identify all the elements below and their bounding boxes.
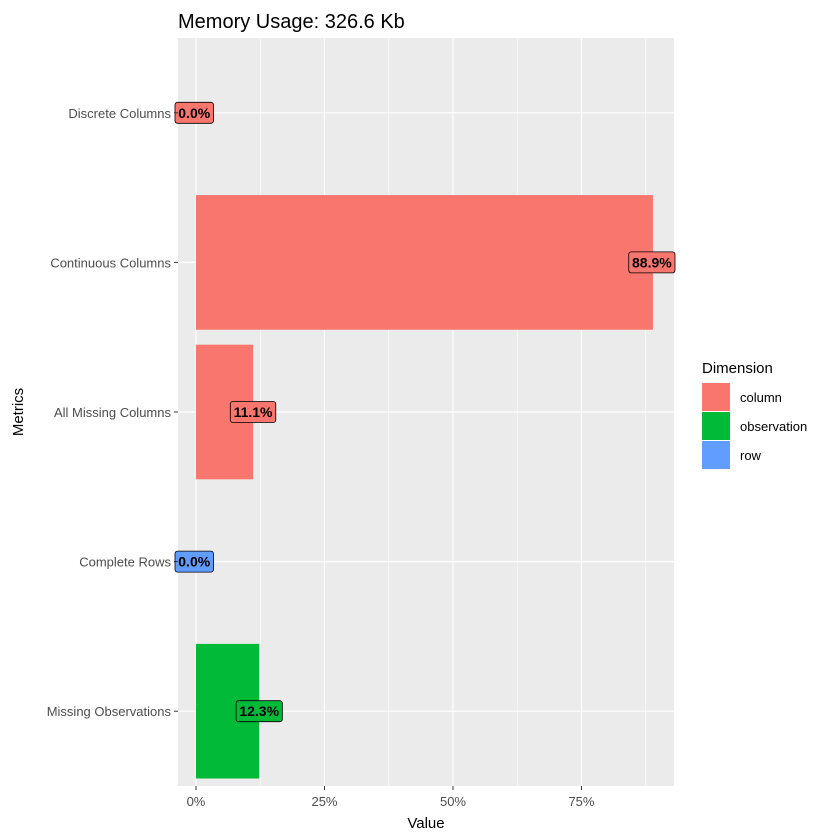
legend-items: column observation row bbox=[702, 383, 807, 469]
data-label-box bbox=[229, 401, 277, 423]
data-label: 0.0% bbox=[174, 101, 214, 124]
y-tick-label: Missing Observations bbox=[47, 704, 172, 719]
chart-title: Memory Usage: 326.6 Kb bbox=[178, 11, 405, 33]
y-tick-label: All Missing Columns bbox=[54, 405, 172, 420]
legend-key-row bbox=[702, 441, 730, 469]
x-axis: 0% 25% 50% 75% bbox=[187, 786, 595, 809]
legend-key-column bbox=[702, 383, 730, 411]
x-tick-label: 25% bbox=[311, 794, 337, 809]
legend-key-observation bbox=[702, 412, 730, 440]
data-label-text: 0.0% bbox=[178, 554, 210, 570]
data-label-text: 11.1% bbox=[234, 404, 273, 420]
y-tick-label: Complete Rows bbox=[79, 555, 171, 570]
y-axis: Missing Observations Complete Rows All Mis… bbox=[47, 106, 178, 719]
bar-continuous-columns bbox=[195, 195, 653, 330]
x-tick-label: 50% bbox=[440, 794, 466, 809]
y-tick-label: Continuous Columns bbox=[50, 255, 171, 270]
data-label-box bbox=[628, 251, 676, 274]
data-label-text: 0.0% bbox=[178, 105, 210, 121]
data-label: 11.1% bbox=[229, 401, 277, 423]
x-axis-title: Value bbox=[407, 815, 444, 832]
y-tick-label: Discrete Columns bbox=[68, 106, 171, 121]
data-labels-group: 12.3% 0.0% 11.1% 88.9% 0.0% bbox=[174, 101, 676, 723]
data-label: 0.0% bbox=[174, 550, 214, 573]
legend-label-row: row bbox=[740, 448, 762, 463]
data-label: 88.9% bbox=[628, 251, 676, 274]
y-axis-title: Metrics bbox=[10, 388, 27, 436]
legend-title: Dimension bbox=[702, 360, 773, 377]
data-label-text: 12.3% bbox=[239, 703, 279, 719]
legend-label-column: column bbox=[740, 390, 782, 405]
data-label-box bbox=[235, 700, 283, 723]
x-tick-label: 0% bbox=[187, 794, 206, 809]
legend-label-observation: observation bbox=[740, 419, 807, 434]
legend: Dimension column observation row bbox=[702, 360, 807, 469]
data-label: 12.3% bbox=[235, 700, 283, 723]
bars-group bbox=[195, 195, 653, 779]
data-label-text: 88.9% bbox=[632, 254, 672, 270]
x-tick-label: 75% bbox=[568, 794, 594, 809]
